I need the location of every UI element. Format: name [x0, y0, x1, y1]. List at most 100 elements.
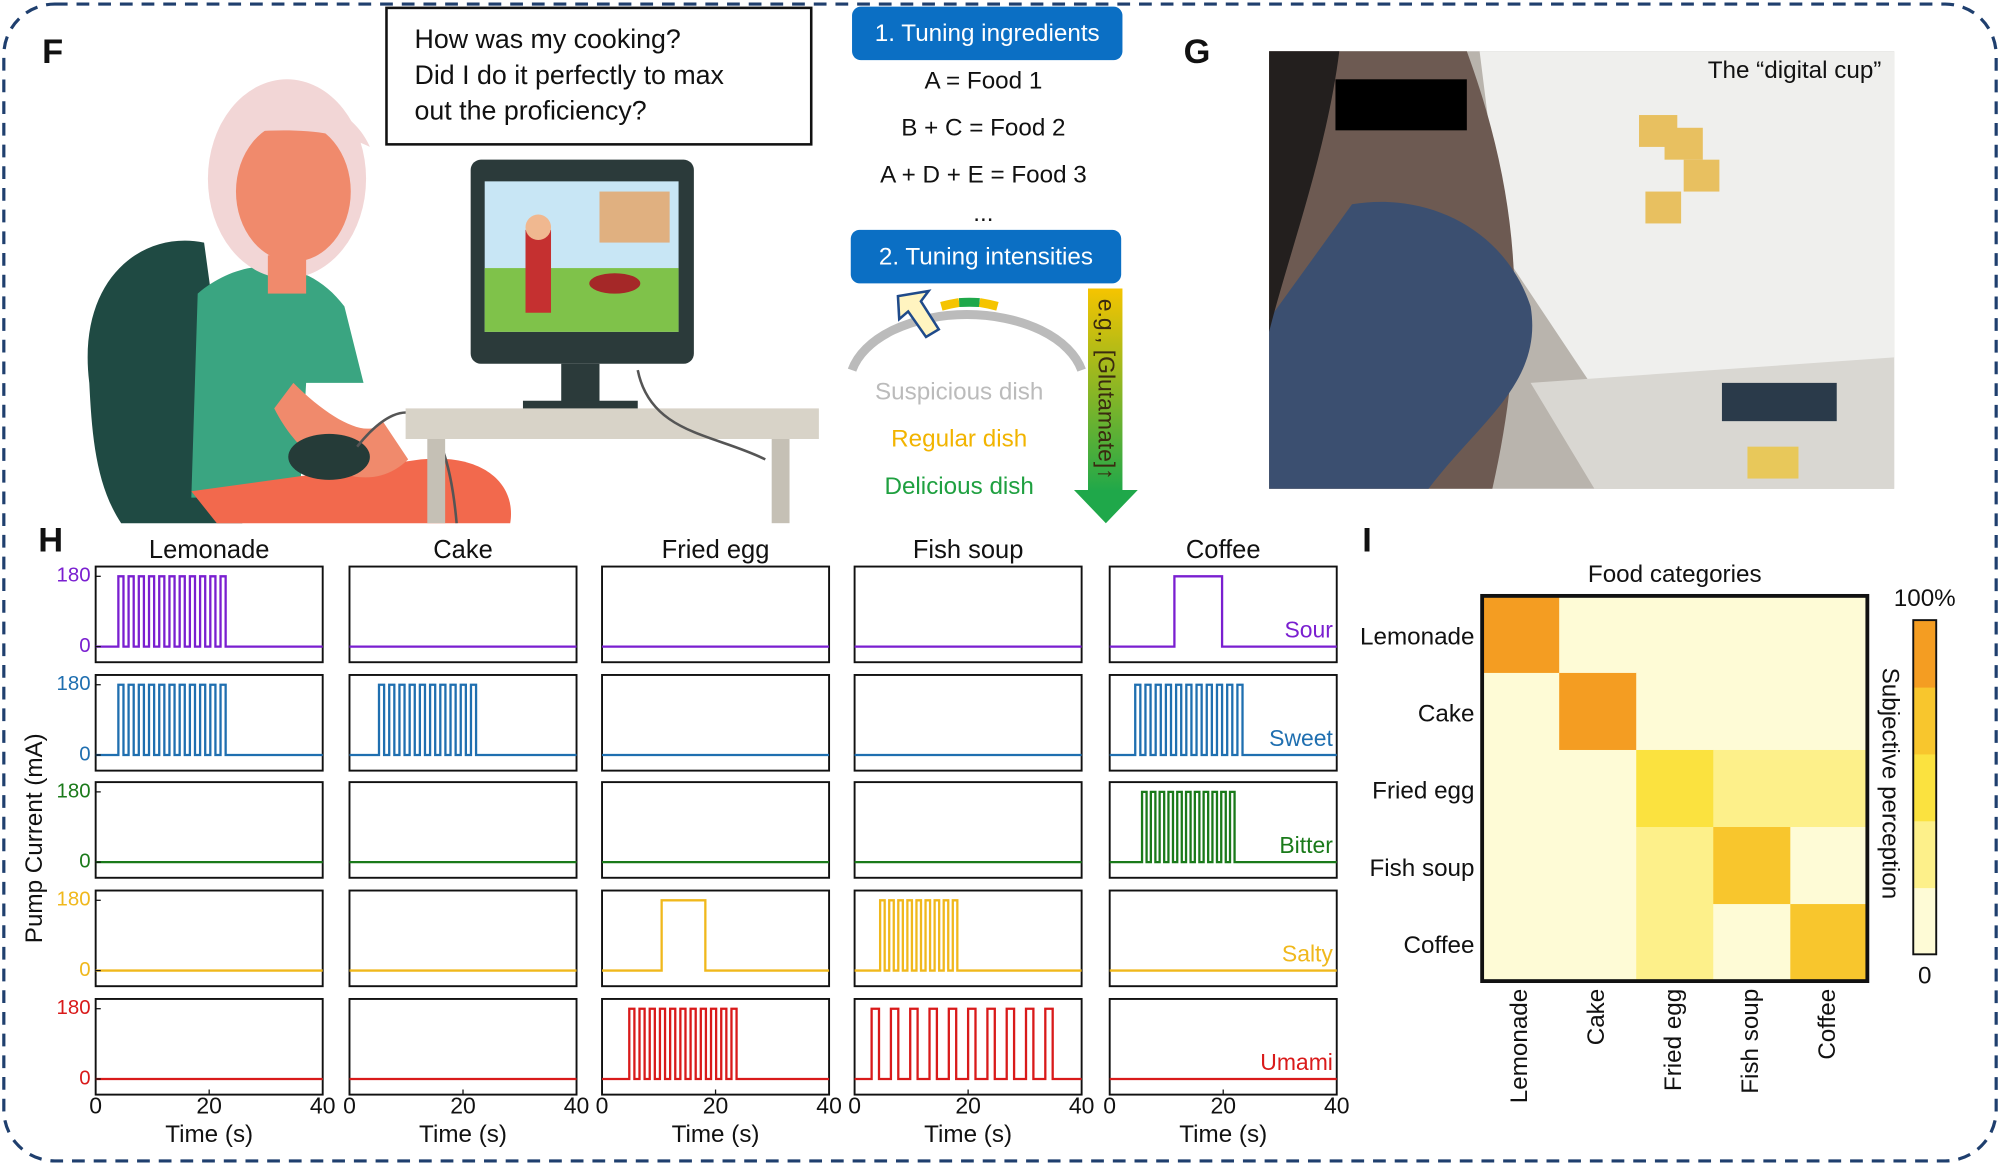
step-title: 1. Tuning ingredients [875, 20, 1100, 47]
step-box [852, 6, 1123, 61]
heat-cell [1559, 672, 1637, 751]
colorbar-step [1913, 887, 1937, 955]
heat-cell [1790, 672, 1868, 751]
heatmap-frame [1480, 593, 1870, 984]
heat-cell [1482, 904, 1560, 982]
subplot-frame [348, 565, 578, 664]
subplot-frame [1108, 889, 1338, 988]
pulse-train [602, 899, 830, 972]
subplot-frame [348, 674, 578, 772]
subplot-frame [1108, 781, 1338, 879]
speech-line: How was my cooking? [415, 24, 681, 54]
subplot-frame [601, 781, 831, 879]
colorbar-step [1913, 686, 1937, 755]
heat-cell [1713, 904, 1791, 982]
row-label: Lemonade [1360, 624, 1474, 651]
panel-label: I [1362, 521, 1372, 559]
x-axis-label: Time (s) [672, 1121, 760, 1148]
dish-label: Suspicious dish [875, 378, 1043, 405]
subplot-frame [348, 781, 578, 879]
column-title: Fish soup [913, 536, 1024, 564]
panel-label: G [1184, 33, 1211, 71]
column-title: Fried egg [662, 536, 770, 564]
illustration [87, 79, 819, 524]
y-tick-label: 0 [79, 1067, 90, 1089]
subplot-frame [94, 674, 324, 772]
colorbar-tick-label: 100% [1894, 585, 1956, 612]
x-tick-label: 0 [1103, 1092, 1116, 1118]
row-label: Fish soup [1369, 855, 1474, 882]
subplot-frame [601, 674, 831, 772]
subplot-frame [853, 781, 1083, 879]
subplot-frame [94, 565, 324, 664]
x-tick-label: 20 [703, 1092, 729, 1118]
row-label: Cake [1418, 701, 1475, 728]
x-tick-label: 40 [1324, 1092, 1350, 1118]
colorbar-label: Subjective perception [1877, 668, 1904, 900]
x-tick-label: 40 [310, 1092, 336, 1118]
row-label: Sweet [1269, 725, 1333, 751]
pulse-train [854, 899, 1082, 972]
pulse-train [349, 683, 577, 757]
heatmap-title: Food categories [1588, 561, 1762, 588]
subplot-frame [853, 889, 1083, 988]
column-title: Cake [433, 536, 493, 564]
panel-label: F [42, 33, 63, 71]
recipe: B + C = Food 2 [901, 114, 1065, 141]
pulse-train [854, 1007, 1082, 1081]
x-tick-label: 40 [1069, 1092, 1095, 1118]
x-axis-label: Time (s) [1179, 1121, 1267, 1148]
heat-cell [1636, 749, 1714, 828]
column-label: Fish soup [1737, 989, 1764, 1094]
y-tick-label: 180 [57, 673, 91, 695]
heat-cell [1482, 749, 1560, 828]
row-label: Coffee [1404, 932, 1475, 959]
x-tick-label: 0 [89, 1092, 102, 1118]
heat-cell [1790, 827, 1868, 905]
column-label: Lemonade [1506, 989, 1533, 1103]
y-tick-label: 180 [57, 565, 91, 587]
column-title: Lemonade [149, 536, 270, 564]
y-tick-label: 0 [79, 851, 90, 873]
subplot-frame [1108, 565, 1338, 664]
recipe: ... [973, 200, 993, 227]
heat-cell [1482, 595, 1560, 674]
row-label: Sour [1284, 617, 1333, 643]
colorbar-step [1913, 753, 1937, 822]
y-tick-label: 0 [79, 743, 90, 765]
subplot-frame [601, 889, 831, 988]
x-tick-label: 20 [196, 1092, 222, 1118]
heat-cell [1713, 672, 1791, 751]
colorbar-step [1913, 820, 1937, 889]
intensity-arrow-head [1073, 490, 1138, 524]
heat-cell [1713, 827, 1791, 905]
heat-cell [1636, 827, 1714, 905]
heat-cell [1790, 749, 1868, 828]
pulse-train [95, 683, 323, 757]
heat-cell [1790, 904, 1868, 982]
x-tick-label: 0 [343, 1092, 356, 1118]
x-axis-label: Time (s) [165, 1121, 253, 1148]
y-tick-label: 180 [57, 780, 91, 802]
heat-cell [1559, 749, 1637, 828]
subplot-frame [601, 565, 831, 664]
pulse-train [1109, 790, 1337, 864]
speech-line: out the proficiency? [415, 96, 647, 126]
photo-caption: The “digital cup” [1708, 57, 1882, 84]
x-axis-label: Time (s) [924, 1121, 1012, 1148]
gauge [847, 289, 1086, 372]
heat-cell [1713, 749, 1791, 828]
subplot-frame [348, 997, 578, 1096]
subplot-frame [94, 997, 324, 1096]
x-tick-label: 0 [848, 1092, 861, 1118]
x-tick-label: 40 [816, 1092, 842, 1118]
step-box [850, 229, 1122, 284]
pulse-train [1109, 575, 1337, 648]
x-tick-label: 20 [1210, 1092, 1236, 1118]
heat-cell [1559, 595, 1637, 674]
y-tick-label: 180 [57, 997, 91, 1019]
heat-cell [1636, 595, 1714, 674]
recipe: A = Food 1 [925, 67, 1043, 94]
row-label: Umami [1260, 1049, 1333, 1075]
